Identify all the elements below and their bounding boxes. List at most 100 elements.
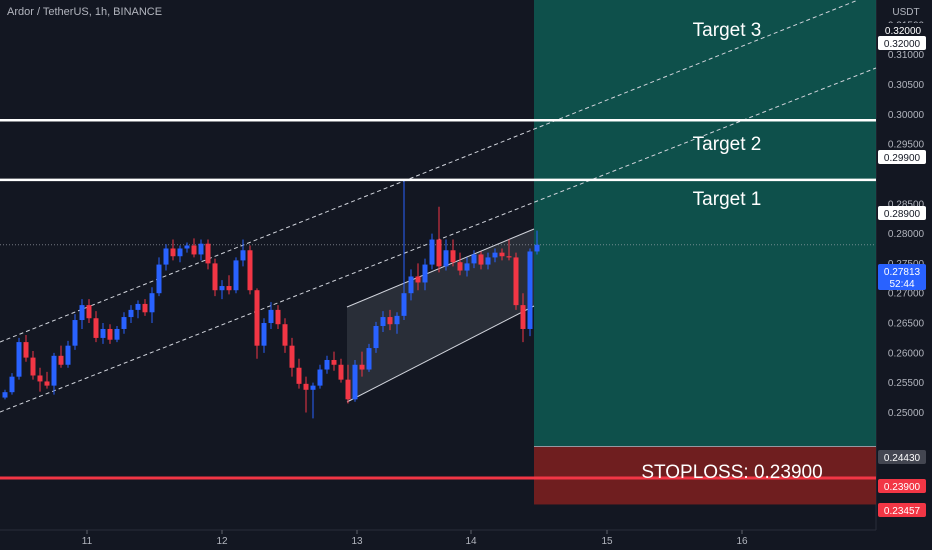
candle[interactable] xyxy=(51,352,57,395)
candle[interactable] xyxy=(443,239,449,271)
candle[interactable] xyxy=(261,318,267,353)
target-3-label[interactable]: Target 3 xyxy=(693,20,762,41)
candle[interactable] xyxy=(352,359,358,402)
candle[interactable] xyxy=(156,257,162,297)
candle[interactable] xyxy=(527,248,533,337)
candle[interactable] xyxy=(422,258,428,291)
candle[interactable] xyxy=(226,275,232,295)
narrow-channel-lower[interactable] xyxy=(346,305,535,403)
candle[interactable] xyxy=(506,239,512,261)
candle[interactable] xyxy=(177,245,183,263)
candle[interactable] xyxy=(79,299,85,329)
candle-body xyxy=(58,355,64,365)
date-tick-label: 14 xyxy=(465,536,477,547)
svg-text:0.29900: 0.29900 xyxy=(884,153,921,164)
candle[interactable] xyxy=(275,305,281,329)
candle[interactable] xyxy=(282,318,288,353)
candle[interactable] xyxy=(471,250,477,269)
candle[interactable] xyxy=(240,239,246,267)
candle[interactable] xyxy=(373,321,379,353)
candle[interactable] xyxy=(2,389,8,400)
stoploss-label[interactable]: STOPLOSS: 0.23900 xyxy=(641,462,822,483)
candle[interactable] xyxy=(303,376,309,413)
candle[interactable] xyxy=(44,371,50,389)
candle[interactable] xyxy=(191,238,197,258)
candle[interactable] xyxy=(415,263,421,291)
candle[interactable] xyxy=(233,257,239,294)
candle-body xyxy=(303,383,309,390)
candle[interactable] xyxy=(184,242,190,253)
candle[interactable] xyxy=(212,258,218,297)
candle[interactable] xyxy=(408,269,414,301)
candle[interactable] xyxy=(338,358,344,383)
candle[interactable] xyxy=(534,230,540,255)
candle[interactable] xyxy=(513,252,519,310)
candle[interactable] xyxy=(247,245,253,295)
candle[interactable] xyxy=(436,206,442,273)
candle-body xyxy=(93,318,99,338)
candle[interactable] xyxy=(170,239,176,261)
candle[interactable] xyxy=(380,311,386,332)
candle[interactable] xyxy=(135,300,141,319)
candle[interactable] xyxy=(72,314,78,350)
candle[interactable] xyxy=(485,252,491,270)
candle[interactable] xyxy=(65,340,71,368)
candle[interactable] xyxy=(142,299,148,316)
candle[interactable] xyxy=(107,324,113,344)
level-lines[interactable] xyxy=(0,0,876,480)
candle[interactable] xyxy=(9,373,15,395)
candle-body xyxy=(65,345,71,365)
candle[interactable] xyxy=(58,345,64,368)
candle[interactable] xyxy=(324,355,330,374)
target-1-label[interactable]: Target 1 xyxy=(693,189,762,210)
narrow-channel-upper[interactable] xyxy=(346,228,535,308)
candle[interactable] xyxy=(366,343,372,372)
candle[interactable] xyxy=(394,312,400,334)
candle[interactable] xyxy=(310,382,316,419)
candle[interactable] xyxy=(457,252,463,276)
candle[interactable] xyxy=(205,239,211,270)
candle[interactable] xyxy=(100,323,106,344)
candle[interactable] xyxy=(30,351,36,380)
candle[interactable] xyxy=(16,337,22,380)
current-price-pill: 0.27813 52:44 xyxy=(878,264,926,290)
candle-body xyxy=(254,290,260,346)
candle[interactable] xyxy=(499,248,505,261)
candle[interactable] xyxy=(268,302,274,329)
candle[interactable] xyxy=(219,280,225,300)
candle[interactable] xyxy=(317,364,323,389)
candle[interactable] xyxy=(464,257,470,277)
candle[interactable] xyxy=(401,179,407,321)
candle[interactable] xyxy=(37,367,43,392)
candle[interactable] xyxy=(198,239,204,261)
candle[interactable] xyxy=(520,293,526,343)
time-axis-ticks[interactable]: 11 12 13 14 15 16 xyxy=(82,530,748,547)
candles[interactable] xyxy=(2,179,540,419)
candle[interactable] xyxy=(478,251,484,270)
candle[interactable] xyxy=(429,233,435,270)
candle-body xyxy=(478,254,484,265)
candle[interactable] xyxy=(23,334,29,362)
candle[interactable] xyxy=(450,239,456,267)
candle[interactable] xyxy=(289,337,295,377)
candle[interactable] xyxy=(163,244,169,271)
candle[interactable] xyxy=(387,309,393,331)
candle[interactable] xyxy=(254,288,260,359)
candle[interactable] xyxy=(345,364,351,404)
candle[interactable] xyxy=(128,305,134,324)
candle[interactable] xyxy=(149,287,155,324)
candle[interactable] xyxy=(114,325,120,343)
target-2-label[interactable]: Target 2 xyxy=(693,134,762,155)
candle[interactable] xyxy=(93,311,99,343)
candle[interactable] xyxy=(331,351,337,371)
price-axis-ticks[interactable]: 0.315000.310000.305000.300000.295000.285… xyxy=(888,20,925,419)
candle[interactable] xyxy=(492,248,498,263)
candle[interactable] xyxy=(296,358,302,389)
loss-zone[interactable] xyxy=(534,446,876,505)
candle[interactable] xyxy=(121,312,127,334)
profit-zone[interactable] xyxy=(534,0,876,447)
candle[interactable] xyxy=(359,351,365,377)
parallel-channel-narrow[interactable] xyxy=(346,228,535,403)
candle[interactable] xyxy=(86,299,92,324)
